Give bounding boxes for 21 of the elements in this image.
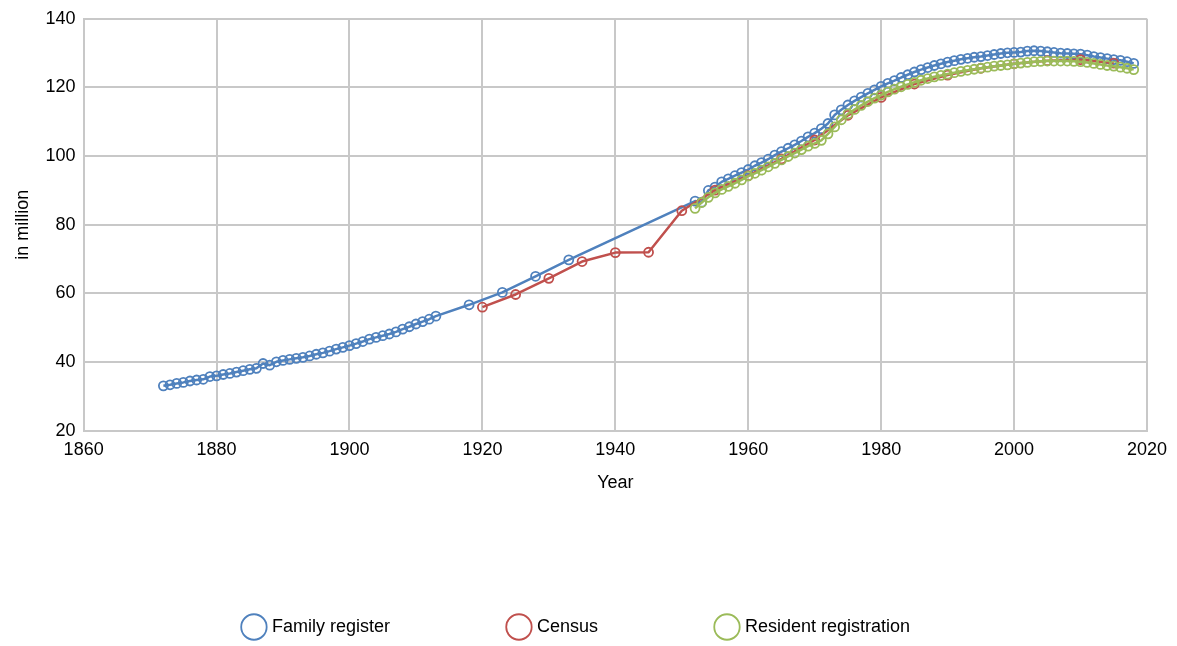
x-tick-label: 1980: [861, 438, 902, 459]
x-tick-label: 2000: [994, 438, 1035, 459]
y-tick-label: 120: [45, 76, 76, 97]
x-tick-label: 1860: [63, 438, 104, 459]
x-tick-label: 1960: [728, 438, 769, 459]
x-tick-label: 1900: [329, 438, 370, 459]
legend-label: Resident registration: [744, 615, 911, 636]
y-tick-label: 80: [55, 213, 76, 234]
x-tick-label: 2020: [1126, 438, 1168, 459]
y-tick-label: 40: [55, 351, 76, 372]
x-tick-label: 1880: [196, 438, 237, 459]
y-axis-title: in million: [11, 189, 32, 260]
y-tick-label: 100: [45, 145, 76, 166]
legend-label: Census: [536, 615, 598, 636]
y-tick-label: 140: [45, 7, 76, 28]
legend-label: Family register: [271, 615, 390, 636]
y-tick-label: 60: [55, 282, 76, 303]
y-tick-label: 20: [55, 419, 76, 440]
x-tick-label: 1920: [462, 438, 503, 459]
x-axis-title: Year: [597, 472, 634, 493]
x-tick-label: 1940: [595, 438, 636, 459]
